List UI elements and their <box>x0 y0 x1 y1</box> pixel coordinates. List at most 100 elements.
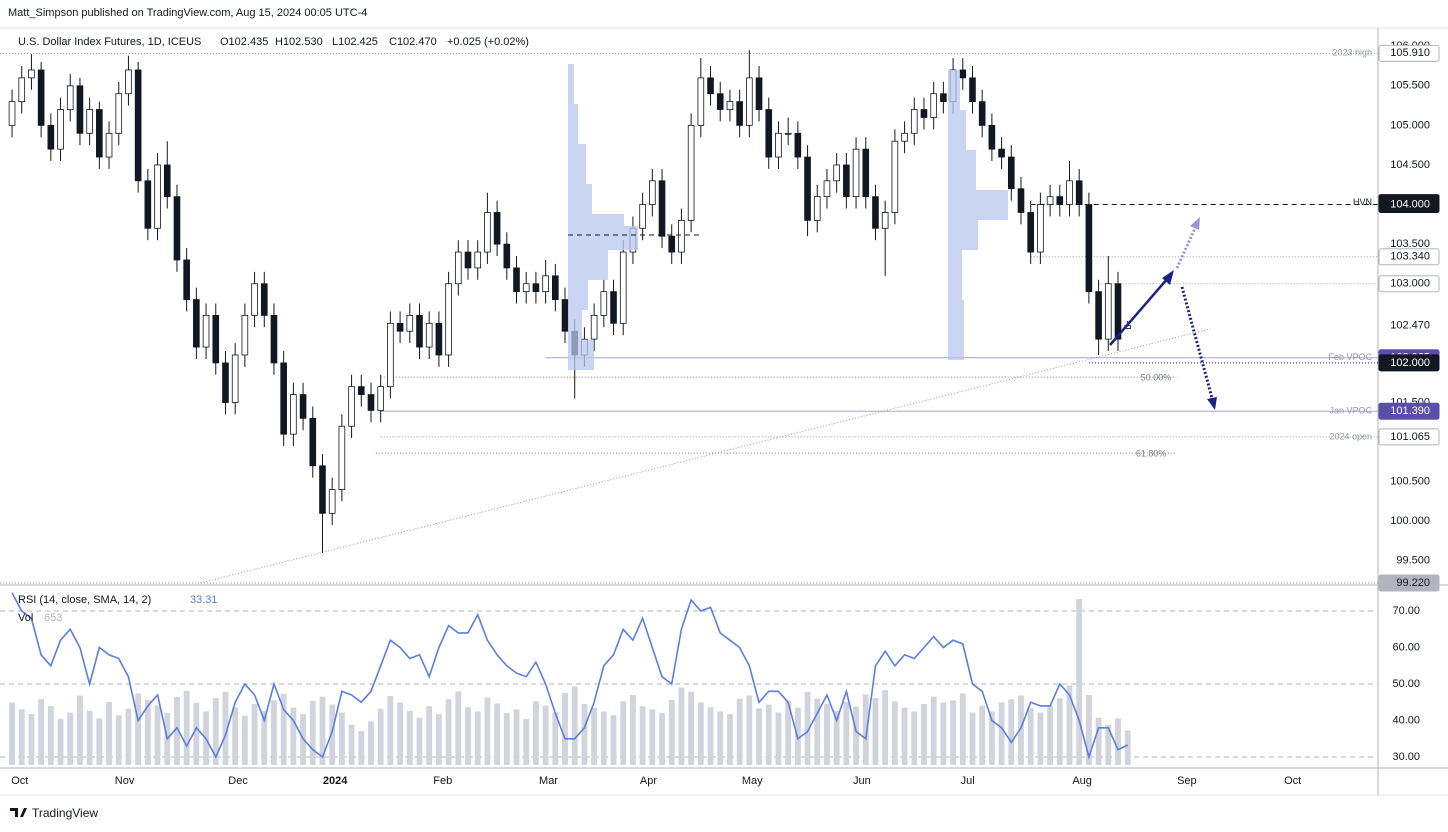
volume-bar <box>969 712 976 765</box>
volume-bar <box>746 695 753 765</box>
price-label: 103.000 <box>1390 278 1430 290</box>
price-label-box <box>1378 196 1440 214</box>
candle-body <box>522 283 530 293</box>
rsi-tick-label: 40.00 <box>1392 714 1420 726</box>
volume-bar <box>319 696 326 765</box>
volume-bar <box>940 702 947 765</box>
candle-body <box>154 164 161 229</box>
volume-bar <box>18 709 25 765</box>
volume-bar <box>930 696 937 765</box>
volume-bar <box>67 712 74 765</box>
y-tick-label: 104.500 <box>1390 159 1430 171</box>
volume-bar <box>571 686 578 765</box>
y-tick-label: 105.500 <box>1390 80 1430 92</box>
candle-body <box>454 251 462 285</box>
vol-value: 653 <box>44 612 62 624</box>
fib-label: 61.80% <box>1136 449 1167 459</box>
volume-bar <box>280 693 287 765</box>
x-tick-label: Mar <box>539 775 558 787</box>
candle-body <box>377 386 384 411</box>
candle-body <box>862 148 870 198</box>
candle-body <box>396 322 404 332</box>
volume-bar <box>562 692 568 765</box>
candle-body <box>125 69 132 95</box>
candle-body <box>357 386 365 395</box>
rsi-line <box>11 592 1129 760</box>
candle-body <box>47 124 55 150</box>
candle-body <box>115 93 123 134</box>
candle-body <box>1046 196 1054 205</box>
candle-body <box>843 164 850 198</box>
candle-body <box>561 299 569 332</box>
candle-body <box>687 124 695 221</box>
candle-body <box>503 243 511 269</box>
candle-body <box>387 322 394 388</box>
volume-bar <box>144 699 151 765</box>
candle-body <box>998 148 1005 158</box>
volume-bar <box>620 701 627 765</box>
volume-bar <box>86 710 93 765</box>
symbol: U.S. Dollar Index Futures, 1D, ICEUS <box>18 36 201 48</box>
volume-bar <box>736 698 743 765</box>
candle-body <box>833 164 840 182</box>
candle-body <box>852 148 860 198</box>
x-tick-label: Feb <box>433 775 452 787</box>
volume-bar <box>115 715 122 765</box>
volume-bar <box>523 718 530 765</box>
candle-body <box>707 77 714 95</box>
candle-body <box>474 251 482 269</box>
volume-bar <box>77 695 83 765</box>
candle-body <box>367 394 375 411</box>
volume-bar <box>241 715 248 765</box>
footer-brand: TradingView <box>32 806 98 820</box>
candle-body <box>930 93 937 118</box>
volume-bar <box>630 695 636 765</box>
x-tick-label: Apr <box>640 775 657 787</box>
candle-body <box>716 93 724 110</box>
price-label: 102.000 <box>1390 357 1430 369</box>
volume-bar <box>261 710 268 765</box>
volume-bar <box>610 715 617 765</box>
volume-bar <box>853 706 859 765</box>
volume-bar <box>377 708 384 765</box>
candle-body <box>37 69 45 126</box>
volume-bar <box>271 700 277 765</box>
volume-bar <box>804 691 811 765</box>
y-tick-label: 99.500 <box>1396 555 1430 567</box>
volume-bar <box>542 705 549 765</box>
plot-layer <box>0 50 1378 765</box>
x-tick-label: Aug <box>1072 775 1092 787</box>
candle-body <box>619 251 627 324</box>
y-tick-label: 100.500 <box>1390 476 1430 488</box>
candle-body <box>464 251 472 269</box>
volume-bar <box>251 704 258 765</box>
candle-body <box>86 109 93 134</box>
candle-body <box>231 354 239 403</box>
candle-body <box>910 109 918 134</box>
candle-body <box>1017 188 1025 213</box>
volume-bar <box>707 707 714 765</box>
volume-bar <box>1056 698 1063 765</box>
price-label: 103.340 <box>1390 251 1430 263</box>
price-label: 99.220 <box>1396 577 1430 589</box>
candle-body <box>542 275 549 293</box>
candle-body <box>988 124 996 150</box>
candle-body <box>940 93 947 103</box>
volume-bar <box>47 706 54 765</box>
candle-body <box>649 180 656 205</box>
volume-bar <box>503 713 510 765</box>
legend-close: C102.470 <box>389 36 437 48</box>
rsi-legend: RSI (14, close, SMA, 14, 2) <box>18 594 151 606</box>
volume-bar <box>1047 705 1053 765</box>
candle-body <box>746 77 753 126</box>
volume-bar <box>57 718 64 765</box>
fib-label: 50.00% <box>1141 373 1172 383</box>
volume-bar <box>552 712 559 765</box>
candle-body <box>348 386 355 427</box>
candle-body <box>1056 196 1064 205</box>
volume-bar <box>959 693 966 765</box>
candle-body <box>959 69 967 79</box>
volume-bar <box>727 714 733 765</box>
candle-body <box>610 291 617 324</box>
